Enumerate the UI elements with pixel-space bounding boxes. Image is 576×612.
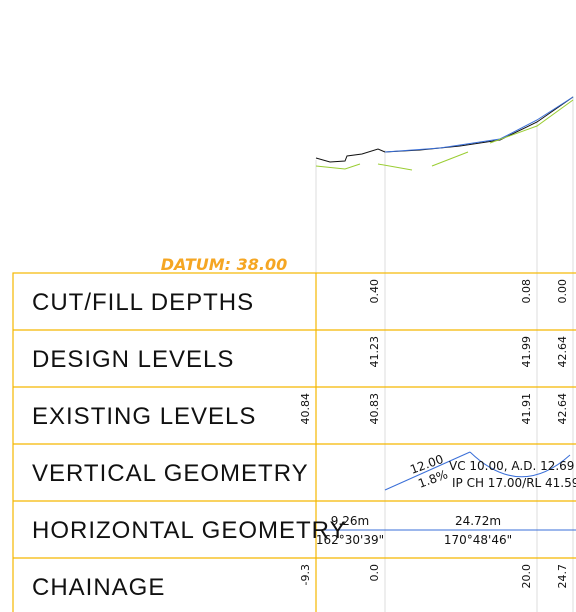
- hg-length: 9.26m: [331, 514, 369, 528]
- row-value: 40.84: [299, 393, 312, 425]
- row-value: 0.08: [520, 279, 533, 304]
- row-label: EXISTING LEVELS: [32, 403, 256, 430]
- hg-bearing: 162°30'39": [316, 533, 384, 547]
- row-label: VERTICAL GEOMETRY: [32, 460, 309, 487]
- datum-label: DATUM: 38.00: [161, 255, 288, 274]
- row-label: CUT/FILL DEPTHS: [32, 289, 254, 316]
- row-value: 24.7: [556, 564, 569, 589]
- row-value: 41.99: [520, 336, 533, 368]
- row-value: 42.64: [556, 393, 569, 425]
- vg-ip: IP CH 17.00/RL 41.59: [452, 476, 576, 490]
- row-value: 0.00: [556, 279, 569, 304]
- row-value: 40.83: [368, 393, 381, 425]
- row-value: 41.23: [368, 336, 381, 368]
- hg-bearing: 170°48'46": [444, 533, 512, 547]
- row-value: 20.0: [520, 564, 533, 589]
- row-label: HORIZONTAL GEOMETRY: [32, 517, 347, 544]
- row-value: -9.3: [299, 564, 312, 585]
- row-value: 0.40: [368, 279, 381, 304]
- horizontal-geometry: 9.26m 162°30'39" 24.72m 170°48'46": [316, 514, 576, 547]
- vg-curve: VC 10.00, A.D. 12.69: [449, 459, 574, 473]
- table-grid: [12, 272, 576, 612]
- row-value: 41.91: [520, 393, 533, 425]
- row-label: DESIGN LEVELS: [32, 346, 234, 373]
- row-value: 42.64: [556, 336, 569, 368]
- hg-length: 24.72m: [455, 514, 501, 528]
- vertical-geometry: 12.00 VC 10.00, A.D. 12.69 1.8% IP CH 17…: [384, 451, 576, 491]
- row-label: CHAINAGE: [32, 574, 165, 601]
- row-value: 0.0: [368, 564, 381, 582]
